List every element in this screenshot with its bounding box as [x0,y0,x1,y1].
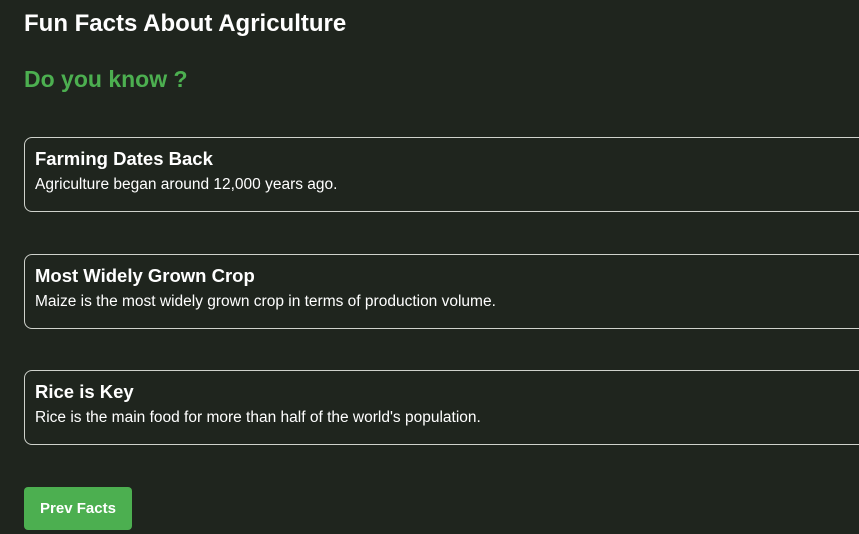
fact-card: Farming Dates Back Agriculture began aro… [24,137,859,212]
prev-facts-button[interactable]: Prev Facts [24,487,132,530]
fact-text: Agriculture began around 12,000 years ag… [35,176,338,193]
fact-text: Rice is the main food for more than half… [35,409,481,426]
fact-title: Rice is Key [35,381,134,402]
fact-title: Most Widely Grown Crop [35,265,255,286]
fact-text: Maize is the most widely grown crop in t… [35,293,496,310]
page-title: Fun Facts About Agriculture [24,10,347,37]
fact-card: Most Widely Grown Crop Maize is the most… [24,254,859,329]
fact-card: Rice is Key Rice is the main food for mo… [24,370,859,445]
section-subtitle: Do you know ? [24,66,188,92]
fact-title: Farming Dates Back [35,148,213,169]
